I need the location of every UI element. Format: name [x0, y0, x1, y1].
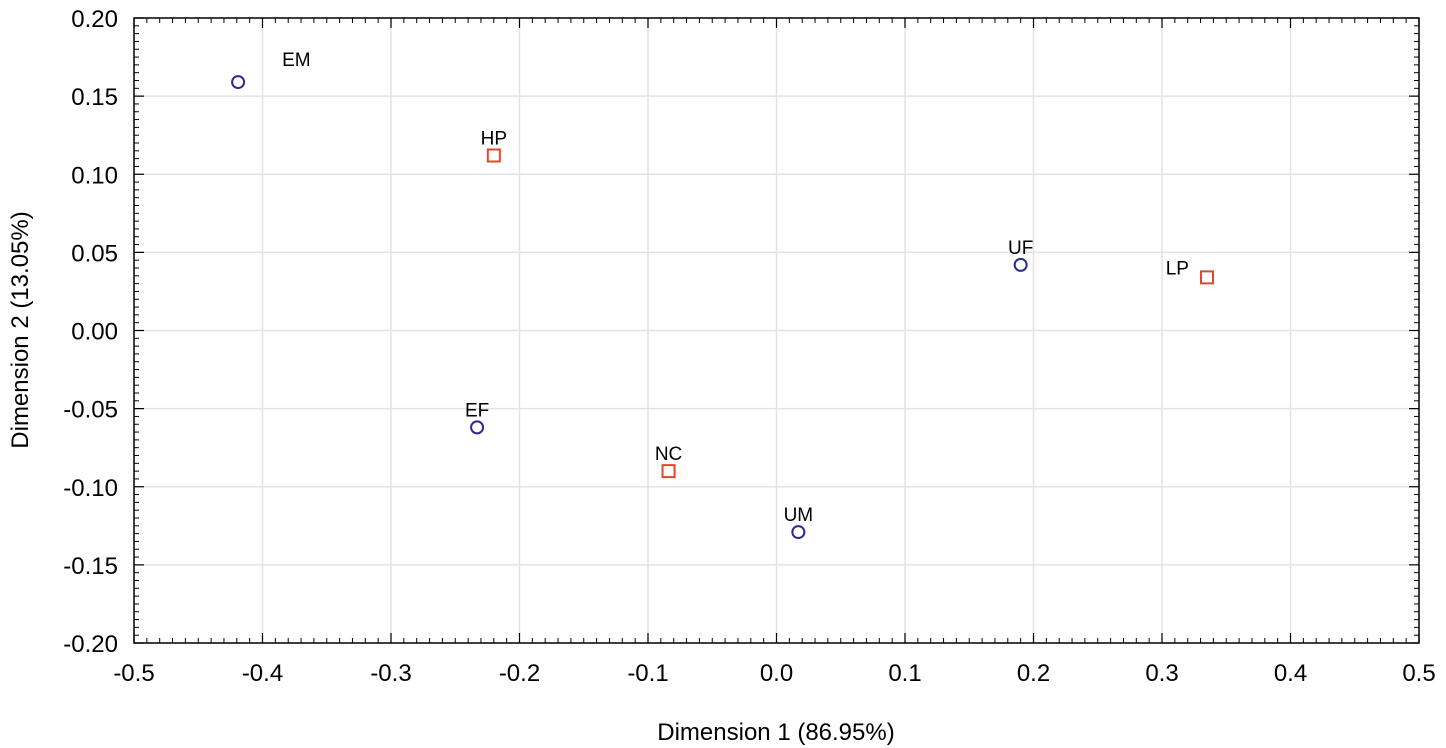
point-nc [661, 464, 676, 479]
x-tick-label: 0.5 [1402, 660, 1435, 687]
x-tick-label: 0.3 [1145, 660, 1178, 687]
x-tick-label: 0.4 [1274, 660, 1307, 687]
y-tick-label: 0.10 [71, 162, 118, 189]
point-label-em: EM [282, 50, 311, 71]
x-tick-label: -0.2 [499, 660, 540, 687]
point-um [791, 525, 806, 540]
grid [134, 18, 1419, 643]
x-tick-label: 0.1 [888, 660, 921, 687]
ticks [133, 17, 1420, 644]
x-tick-label: -0.4 [242, 660, 283, 687]
x-axis-title: Dimension 1 (86.95%) [657, 719, 894, 746]
x-tick-labels: -0.5 -0.4 -0.3 -0.2 -0.1 0.0 0.1 0.2 0.3 0.4 0.5 [113, 660, 1435, 687]
y-tick-label: -0.15 [63, 553, 118, 580]
y-tick-label: -0.20 [63, 631, 118, 658]
y-tick-label: -0.05 [63, 397, 118, 424]
x-tick-label: 0.0 [760, 660, 793, 687]
x-tick-label: -0.5 [113, 660, 154, 687]
point-ef [470, 420, 485, 435]
point-label-nc: NC [655, 444, 682, 465]
y-tick-label: 0.20 [71, 6, 118, 33]
x-tick-label: 0.2 [1017, 660, 1050, 687]
plot-frame [133, 17, 1420, 644]
point-label-uf: UF [1008, 238, 1033, 259]
y-tick-label: 0.05 [71, 240, 118, 267]
y-tick-label: 0.15 [71, 84, 118, 111]
point-uf [1013, 257, 1028, 272]
x-tick-label: -0.3 [370, 660, 411, 687]
y-axis-title: Dimension 2 (13.05%) [7, 211, 34, 448]
data-points: EM EF UM UF HP NC LP [231, 50, 1214, 540]
point-label-lp: LP [1166, 258, 1189, 279]
y-tick-label: -0.10 [63, 475, 118, 502]
y-tick-label: 0.00 [71, 319, 118, 346]
point-label-ef: EF [465, 400, 489, 421]
y-tick-labels: 0.20 0.15 0.10 0.05 0.00 -0.05 -0.10 -0.15 -0.20 [63, 6, 118, 658]
point-lp [1199, 270, 1214, 285]
point-label-um: UM [784, 505, 814, 526]
point-em [231, 75, 246, 90]
x-tick-label: -0.1 [627, 660, 668, 687]
point-hp [486, 148, 501, 163]
point-label-hp: HP [481, 129, 507, 150]
